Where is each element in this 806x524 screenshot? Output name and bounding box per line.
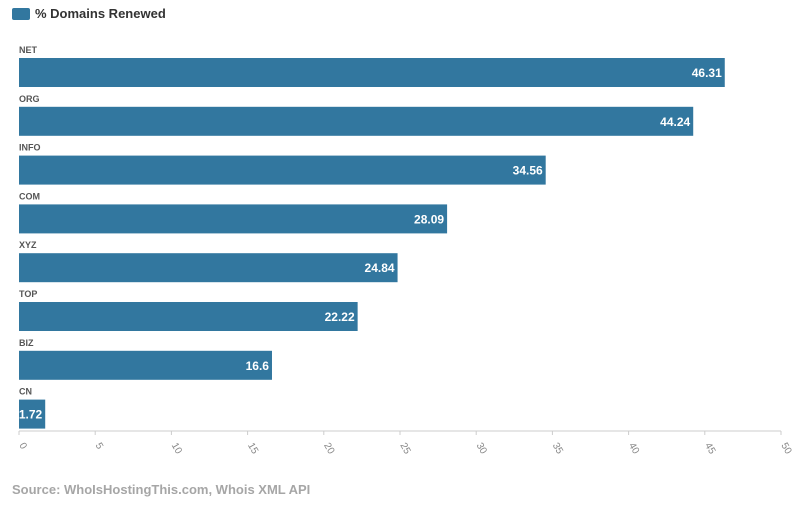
bar-value-label: 22.22 [325, 310, 355, 324]
x-tick-label: 25 [397, 441, 412, 457]
bar-value-label: 44.24 [660, 115, 690, 129]
bar[interactable] [19, 155, 546, 185]
category-label: BIZ [19, 338, 34, 348]
x-tick-label: 50 [778, 441, 793, 457]
x-tick-label: 40 [626, 441, 641, 457]
x-tick-label: 15 [245, 441, 260, 457]
x-tick-label: 0 [16, 441, 29, 452]
x-tick-label: 35 [550, 441, 565, 457]
x-tick-label: 30 [474, 441, 489, 457]
source-note: Source: WhoIsHostingThis.com, Whois XML … [12, 482, 311, 497]
bar[interactable] [19, 58, 725, 87]
category-label: COM [19, 191, 40, 201]
bar-value-label: 24.84 [365, 261, 395, 275]
bar[interactable] [19, 350, 272, 380]
bar-value-label: 16.6 [246, 359, 270, 373]
category-label: INFO [19, 143, 41, 153]
bar-value-label: 1.72 [19, 408, 43, 422]
category-label: ORG [19, 94, 40, 104]
bar[interactable] [19, 399, 46, 429]
x-tick-label: 20 [321, 441, 336, 457]
category-label: NET [19, 45, 38, 55]
bar[interactable] [19, 204, 448, 234]
bar[interactable] [19, 302, 358, 331]
legend-label: % Domains Renewed [35, 6, 166, 21]
legend-swatch [12, 8, 30, 20]
bar[interactable] [19, 253, 398, 283]
x-tick-label: 5 [93, 441, 106, 452]
bar-value-label: 28.09 [414, 212, 444, 226]
category-label: CN [19, 387, 32, 397]
bar-value-label: 46.31 [692, 66, 722, 80]
bar-value-label: 34.56 [513, 164, 543, 178]
category-label: TOP [19, 289, 37, 299]
category-label: XYZ [19, 240, 37, 250]
bar[interactable] [19, 106, 694, 136]
x-tick-label: 10 [169, 441, 184, 457]
x-tick-label: 45 [702, 441, 717, 457]
bar-chart: NET 46.31 ORG 44.24 INFO 34.56 COM 28.09 XYZ 24.8… [16, 45, 793, 457]
